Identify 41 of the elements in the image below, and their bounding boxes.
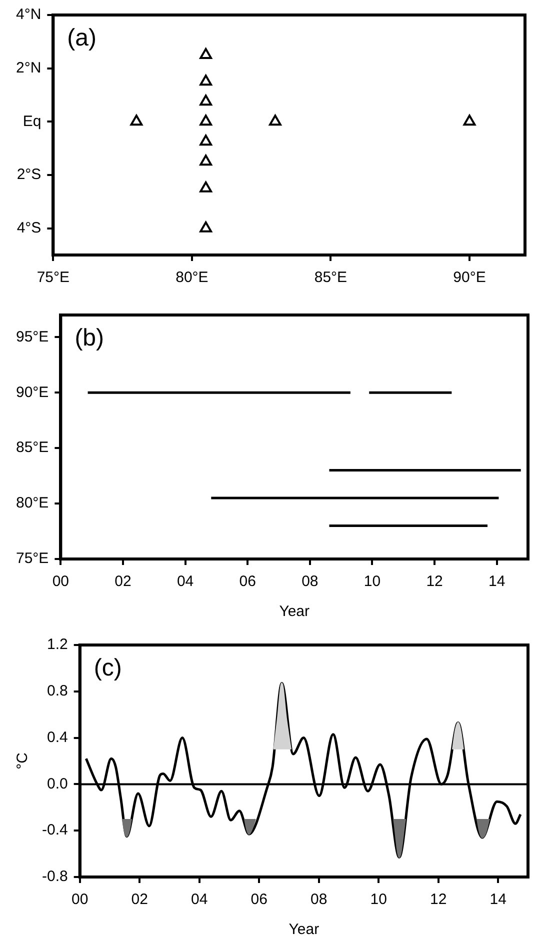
chart-title: (b)	[74, 324, 104, 352]
x-tick-label: 04	[191, 891, 208, 908]
y-tick-label: 85°E	[16, 439, 49, 456]
y-tick-label: -0.8	[42, 868, 68, 886]
x-axis-title: Year	[279, 603, 310, 620]
x-tick-label: 90°E	[453, 269, 486, 286]
x-tick-label: 10	[370, 891, 387, 908]
x-tick-label: 10	[364, 573, 381, 590]
y-tick-label: 95°E	[16, 328, 49, 346]
x-tick-label: 08	[310, 891, 328, 908]
x-tick-label: 85°E	[314, 269, 348, 286]
y-tick-label: 2°S	[16, 166, 42, 184]
x-tick-label: 06	[250, 891, 268, 908]
y-tick-label: 4°S	[16, 219, 42, 236]
x-tick-label: 04	[176, 573, 194, 590]
y-tick-label: -0.4	[42, 822, 68, 839]
y-tick-label: 90°E	[16, 384, 49, 401]
y-tick-label: 0.4	[46, 728, 68, 746]
x-tick-label: 02	[114, 573, 132, 590]
y-tick-label: 4°N	[16, 6, 42, 24]
y-axis-title: °C	[14, 752, 32, 770]
y-tick-label: 2°N	[16, 59, 42, 76]
chart-title: (c)	[94, 654, 122, 682]
x-tick-label: 14	[490, 891, 506, 908]
y-tick-label: Eq	[22, 112, 42, 130]
y-tick-label: 75°E	[16, 550, 49, 568]
y-tick-label: 0.8	[46, 682, 68, 700]
x-tick-label: 00	[72, 891, 88, 908]
x-tick-label: 14	[488, 573, 506, 590]
y-tick-label: 0.0	[46, 775, 68, 792]
y-tick-label: 1.2	[46, 636, 68, 654]
x-tick-label: 06	[239, 573, 256, 590]
x-tick-label: 80°E	[176, 269, 208, 286]
x-axis-title: Year	[288, 921, 320, 938]
x-tick-label: 00	[52, 573, 70, 590]
chart-title: (a)	[67, 24, 97, 52]
x-tick-label: 12	[430, 891, 447, 908]
x-tick-label: 08	[302, 573, 318, 590]
x-tick-label: 02	[131, 891, 148, 908]
x-tick-label: 12	[426, 573, 443, 590]
y-tick-label: 80°E	[16, 494, 49, 512]
